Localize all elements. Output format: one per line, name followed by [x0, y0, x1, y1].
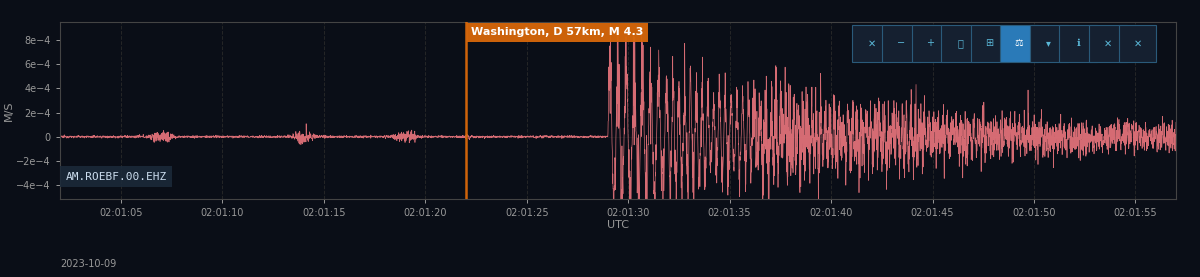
Text: ✕: ✕ — [868, 39, 875, 48]
Y-axis label: M/S: M/S — [4, 101, 13, 121]
Text: 2023-10-09: 2023-10-09 — [60, 259, 116, 269]
FancyBboxPatch shape — [852, 25, 890, 62]
Text: +: + — [926, 39, 935, 48]
FancyBboxPatch shape — [971, 25, 1008, 62]
Text: Washington, D 57km, M 4.3: Washington, D 57km, M 4.3 — [472, 27, 643, 37]
FancyBboxPatch shape — [1001, 25, 1038, 62]
Text: ℹ: ℹ — [1076, 39, 1080, 48]
Text: ✕: ✕ — [1134, 39, 1141, 48]
FancyBboxPatch shape — [1030, 25, 1068, 62]
Text: −: − — [896, 39, 905, 48]
X-axis label: UTC: UTC — [607, 220, 629, 230]
FancyBboxPatch shape — [1118, 25, 1157, 62]
Text: ⊞: ⊞ — [985, 39, 994, 48]
Text: ▾: ▾ — [1046, 39, 1051, 48]
Text: ⌶: ⌶ — [958, 39, 962, 48]
FancyBboxPatch shape — [912, 25, 949, 62]
FancyBboxPatch shape — [882, 25, 920, 62]
FancyBboxPatch shape — [941, 25, 979, 62]
Text: ⚖: ⚖ — [1015, 39, 1024, 48]
Text: ✕: ✕ — [1104, 39, 1112, 48]
FancyBboxPatch shape — [1060, 25, 1097, 62]
FancyBboxPatch shape — [1088, 25, 1127, 62]
Text: AM.ROEBF.00.EHZ: AM.ROEBF.00.EHZ — [66, 172, 167, 182]
